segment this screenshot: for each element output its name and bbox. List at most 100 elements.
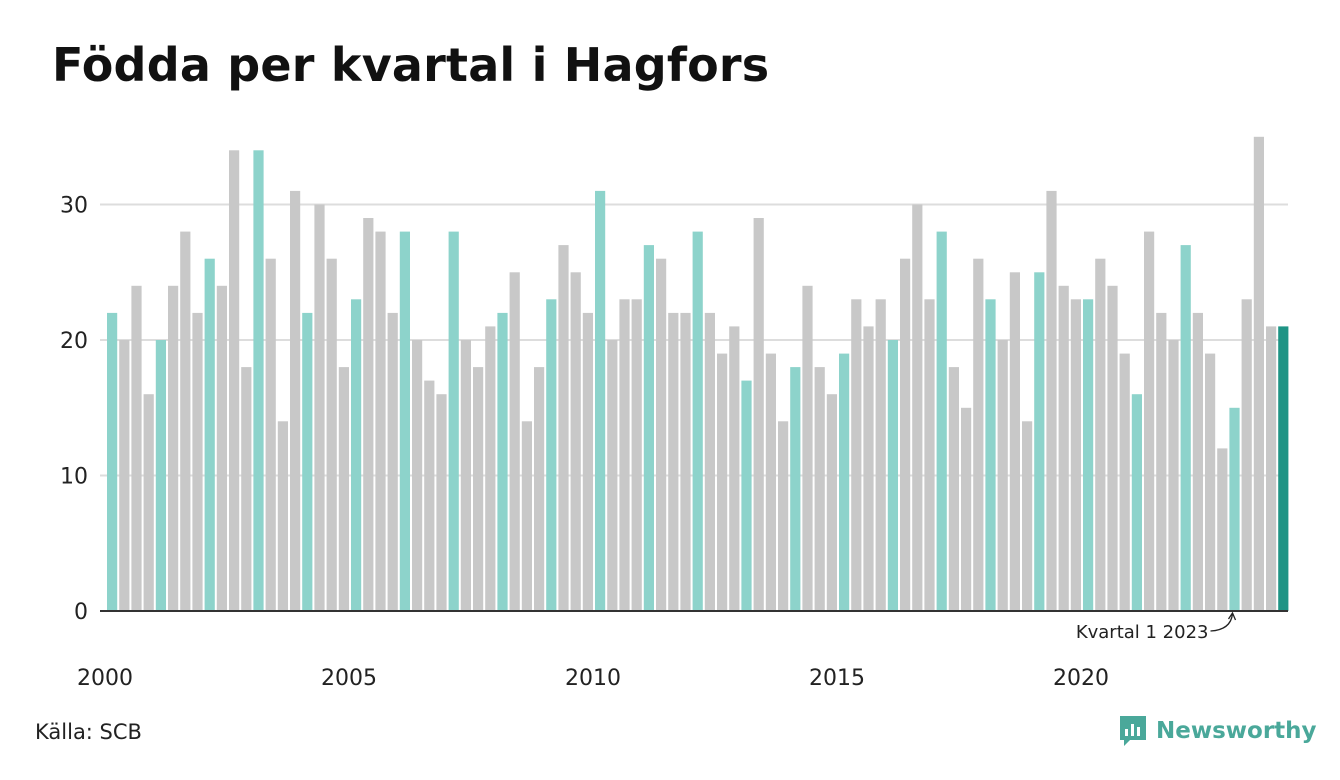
bar [412, 340, 423, 611]
bar [424, 380, 435, 611]
bar [863, 326, 874, 611]
bar [765, 353, 776, 611]
bar [155, 340, 166, 611]
x-tick-label: 2010 [565, 666, 621, 691]
bar [375, 231, 386, 611]
y-tick-label: 30 [60, 194, 88, 219]
bar [1046, 190, 1057, 611]
bar [753, 218, 764, 611]
bar [119, 340, 130, 611]
bar [1144, 231, 1155, 611]
chart-title: Födda per kvartal i Hagfors [52, 38, 770, 92]
bars [107, 136, 1289, 612]
bar [607, 340, 618, 611]
bar [582, 312, 593, 611]
bar [741, 380, 752, 611]
bar [1156, 312, 1167, 611]
bar [595, 190, 606, 611]
bar [1278, 326, 1289, 611]
bar [839, 353, 850, 611]
bar [1180, 245, 1191, 611]
bar [229, 150, 240, 612]
x-tick-label: 2015 [809, 666, 865, 691]
bar [1253, 136, 1264, 612]
source-label: Källa: SCB [35, 720, 142, 744]
newsworthy-logo-icon [1120, 716, 1146, 746]
bar [717, 353, 728, 611]
bar [570, 272, 581, 612]
bar [1192, 312, 1203, 611]
bar [1168, 340, 1179, 611]
bar [826, 394, 837, 611]
bar [473, 367, 484, 611]
bar [619, 299, 630, 611]
bar [216, 285, 227, 611]
bar [521, 421, 532, 611]
bar [277, 421, 288, 611]
bar [729, 326, 740, 611]
brand-name: Newsworthy [1156, 718, 1317, 744]
bar [1266, 326, 1277, 611]
bar [546, 299, 557, 611]
bar [912, 204, 923, 611]
bar [1241, 299, 1252, 611]
bar [387, 312, 398, 611]
bar [900, 258, 911, 611]
bar [460, 340, 471, 611]
bar [997, 340, 1008, 611]
bar [314, 204, 325, 611]
bar [1217, 448, 1228, 611]
bar [448, 231, 459, 611]
bar [399, 231, 410, 611]
bar [1205, 353, 1216, 611]
bar [1229, 407, 1240, 612]
bar [1058, 285, 1069, 611]
bar [436, 394, 447, 611]
bar [973, 258, 984, 611]
bar [851, 299, 862, 611]
bar [814, 367, 825, 611]
bar [351, 299, 362, 611]
bar [692, 231, 703, 611]
bar [1107, 285, 1118, 611]
bar [643, 245, 654, 611]
bar [790, 367, 801, 611]
bar [1022, 421, 1033, 611]
bar [497, 312, 508, 611]
bar [338, 367, 349, 611]
annotation-label: Kvartal 1 2023 [1076, 622, 1209, 643]
bar [802, 285, 813, 611]
bar [778, 421, 789, 611]
bar [326, 258, 337, 611]
bar [107, 312, 118, 611]
bar [168, 285, 179, 611]
bar [668, 312, 679, 611]
bar [961, 407, 972, 612]
y-tick-label: 0 [74, 600, 88, 625]
bar [1119, 353, 1130, 611]
bar [1095, 258, 1106, 611]
bar [1034, 272, 1045, 612]
y-tick-label: 20 [60, 329, 88, 354]
bar [290, 190, 301, 611]
bar [985, 299, 996, 611]
x-tick-label: 2020 [1053, 666, 1109, 691]
bar [656, 258, 667, 611]
bar [1009, 272, 1020, 612]
bar [948, 367, 959, 611]
bar [204, 258, 215, 611]
bar [558, 245, 569, 611]
bar [180, 231, 191, 611]
bar [1083, 299, 1094, 611]
bar [1070, 299, 1081, 611]
bar [509, 272, 520, 612]
bar [936, 231, 947, 611]
bar [143, 394, 154, 611]
bar [631, 299, 642, 611]
bar [680, 312, 691, 611]
bar [887, 340, 898, 611]
x-tick-label: 2005 [321, 666, 377, 691]
bar [875, 299, 886, 611]
bar [534, 367, 545, 611]
